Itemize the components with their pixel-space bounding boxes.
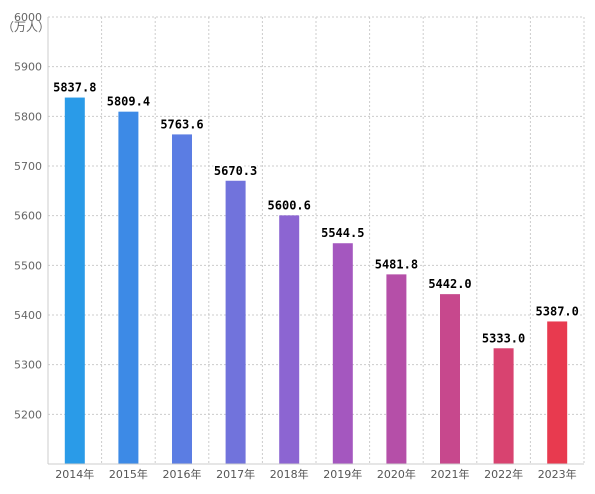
y-axis-unit-label: （万人） bbox=[2, 20, 50, 34]
y-axis-tick-labels: 5200 5300 5400 5500 5600 5700 5800 5900 6000 bbox=[14, 11, 42, 421]
data-label: 5763.6 bbox=[160, 117, 203, 131]
bar-2020 bbox=[386, 274, 407, 464]
bar-2014 bbox=[64, 97, 85, 465]
bar-2016 bbox=[172, 134, 192, 465]
x-axis-tick-labels: 2014年 2015年 2016年 2017年 2018年 2019年 2020年 2021年… bbox=[55, 467, 576, 481]
bar-2018 bbox=[279, 215, 300, 464]
data-label: 5333.0 bbox=[482, 331, 525, 345]
y-tick-label: 5500 bbox=[14, 259, 42, 272]
y-tick-label: 5800 bbox=[14, 110, 42, 123]
y-tick-label: 5400 bbox=[14, 309, 42, 322]
bar-2017 bbox=[225, 180, 246, 464]
x-tick-label: 2018年 bbox=[270, 467, 309, 481]
data-label: 5809.4 bbox=[107, 95, 150, 109]
bar-2023 bbox=[547, 321, 568, 464]
y-tick-label: 6000 bbox=[14, 11, 42, 24]
x-tick-label: 2022年 bbox=[484, 467, 523, 481]
x-tick-label: 2019年 bbox=[323, 467, 362, 481]
data-label: 5837.8 bbox=[53, 81, 96, 95]
data-labels: 5837.8 5809.4 5763.6 5670.3 5600.6 5544.5 5481… bbox=[52, 79, 581, 347]
y-tick-label: 5700 bbox=[14, 160, 42, 173]
y-tick-label: 5200 bbox=[14, 408, 42, 421]
y-tick-label: 5900 bbox=[14, 61, 42, 74]
data-label: 5544.5 bbox=[321, 226, 364, 240]
y-tick-label: 5600 bbox=[14, 210, 42, 223]
y-tick-label: 5300 bbox=[14, 359, 42, 372]
data-label: 5387.0 bbox=[536, 304, 579, 318]
bar-2021 bbox=[440, 294, 460, 464]
x-tick-label: 2016年 bbox=[163, 467, 202, 481]
bar-2015 bbox=[118, 111, 139, 464]
data-label: 5442.0 bbox=[428, 277, 471, 291]
bar-2019 bbox=[332, 243, 353, 464]
bar-2022 bbox=[493, 348, 514, 464]
axes bbox=[47, 17, 584, 465]
data-label: 5600.6 bbox=[268, 198, 311, 212]
data-label: 5481.8 bbox=[375, 257, 418, 271]
x-tick-label: 2021年 bbox=[431, 467, 470, 481]
x-tick-label: 2023年 bbox=[538, 467, 577, 481]
x-tick-label: 2020年 bbox=[377, 467, 416, 481]
x-tick-label: 2014年 bbox=[55, 467, 94, 481]
x-tick-label: 2015年 bbox=[109, 467, 148, 481]
data-label: 5670.3 bbox=[214, 164, 257, 178]
bars bbox=[64, 97, 568, 465]
x-tick-label: 2017年 bbox=[216, 467, 255, 481]
